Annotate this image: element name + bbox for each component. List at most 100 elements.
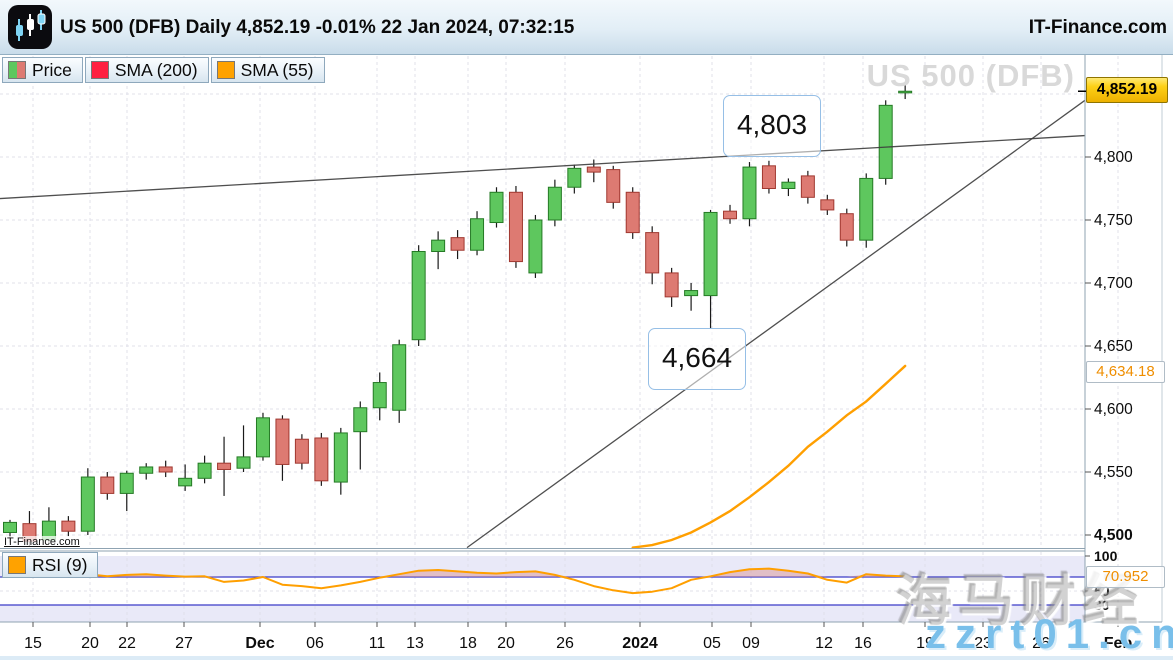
date-axis-label: 18 (459, 635, 477, 652)
price-swatch-icon (8, 61, 26, 79)
candle-body (820, 199, 835, 211)
rsi-value-tag: 70.952 (1086, 566, 1165, 588)
date-axis-label: 19 (916, 635, 934, 652)
candle-body (528, 219, 543, 274)
date-axis-label: 13 (406, 635, 424, 652)
candle-body (859, 177, 874, 241)
date-axis-label: 11 (369, 635, 386, 652)
candle-body (898, 90, 913, 94)
candle-body (80, 476, 95, 532)
date-axis-label: 23 (974, 635, 992, 652)
candle-body (567, 167, 582, 188)
candle-body (547, 186, 562, 221)
candle-body (372, 382, 387, 409)
price-axis-label: 4,500 (1094, 527, 1133, 544)
symbol-watermark: US 500 (DFB) (866, 58, 1075, 93)
candle-body (119, 472, 134, 494)
price-axis-label: 4,550 (1094, 464, 1133, 481)
date-axis-label: 15 (24, 635, 42, 652)
legend-rsi-label: RSI (9) (32, 554, 88, 575)
candle-body (197, 462, 212, 479)
date-axis-label: 20 (81, 635, 99, 652)
price-axis-label: 4,650 (1094, 338, 1133, 355)
itfinance-watermark: IT-Finance.com (2, 536, 82, 548)
price-axis-label: 4,800 (1094, 149, 1133, 166)
candle-body (61, 520, 76, 532)
url-watermark: zzrt01.cn (925, 610, 1173, 657)
candle-body (353, 407, 368, 433)
legend-price-label: Price (32, 59, 72, 80)
candle-body (314, 437, 329, 482)
rsi-axis-label: 100 (1094, 548, 1118, 564)
candle-body (217, 462, 232, 470)
price-axis-label: 4,750 (1094, 212, 1133, 229)
candle-body (275, 418, 290, 465)
legend-sma200[interactable]: SMA (200) (84, 57, 209, 83)
sma55-line (631, 364, 907, 549)
candle-body (625, 191, 640, 234)
candle-body (878, 104, 893, 179)
annotation-high[interactable]: 4,803 (723, 95, 821, 157)
candle-body (450, 237, 465, 251)
legend-sma55[interactable]: SMA (55) (210, 57, 325, 83)
app-logo-icon (8, 5, 52, 49)
price-axis-label: 4,600 (1094, 401, 1133, 418)
candle-body (742, 166, 757, 220)
candle-body (508, 191, 523, 263)
legend-rsi[interactable]: RSI (9) (2, 552, 99, 578)
candle-body (489, 191, 504, 224)
candle-body (664, 272, 679, 298)
candle-body (178, 477, 193, 487)
candle-body (333, 432, 348, 483)
instrument-title: US 500 (DFB) Daily 4,852.19 -0.01% 22 Ja… (60, 17, 575, 38)
date-axis-label: 16 (854, 635, 872, 652)
brand-link[interactable]: IT-Finance.com (1028, 17, 1167, 38)
rsi-overbought-fill (10, 568, 906, 577)
candle-body (294, 438, 309, 464)
legend-sma55-label: SMA (55) (240, 59, 314, 80)
date-axis-label: 22 (118, 635, 136, 652)
candle-body (100, 476, 115, 494)
candle-body (703, 211, 718, 297)
candle-body (586, 166, 601, 173)
date-axis-label: 27 (175, 635, 193, 652)
price-axis-label: 4,700 (1094, 275, 1133, 292)
date-axis-label: 2024 (622, 635, 658, 652)
legend-price[interactable]: Price (2, 57, 83, 83)
date-axis-label: 26 (556, 635, 574, 652)
legend-sma200-label: SMA (200) (114, 59, 198, 80)
candle-body (839, 213, 854, 241)
sma200-swatch-icon (90, 61, 109, 79)
date-axis-label: Feb (1104, 635, 1133, 652)
candle-body (158, 466, 173, 473)
candle-body (645, 232, 660, 274)
bottom-edge-strip (0, 656, 1173, 660)
date-axis-label: 20 (497, 635, 515, 652)
date-axis-label: 05 (703, 635, 721, 652)
header-bar: US 500 (DFB) Daily 4,852.19 -0.01% 22 Ja… (0, 0, 1173, 55)
candle-body (411, 251, 426, 341)
candle-body (606, 169, 621, 203)
candle-body (236, 456, 251, 469)
candle-body (3, 521, 17, 533)
candle-body (392, 344, 407, 411)
rsi-swatch-icon (8, 556, 26, 574)
resistance-line (0, 134, 1086, 200)
candle-body (255, 417, 270, 458)
candle-body (761, 165, 776, 190)
rsi-axis-label: 30 (1094, 597, 1110, 613)
date-axis-label: Dec (245, 635, 274, 652)
date-axis-label: 12 (815, 635, 833, 652)
candle-body (781, 181, 796, 189)
candle-body (723, 210, 738, 220)
annotation-low[interactable]: 4,664 (648, 328, 746, 390)
rsi-overbought-zone (0, 556, 1085, 577)
sma55-swatch-icon (216, 61, 235, 79)
candle-body (139, 466, 154, 474)
date-axis-label: 26 (1032, 635, 1050, 652)
sma55-value-tag: 4,634.18 (1086, 361, 1165, 383)
candle-body (470, 218, 485, 251)
candle-body (800, 175, 815, 198)
